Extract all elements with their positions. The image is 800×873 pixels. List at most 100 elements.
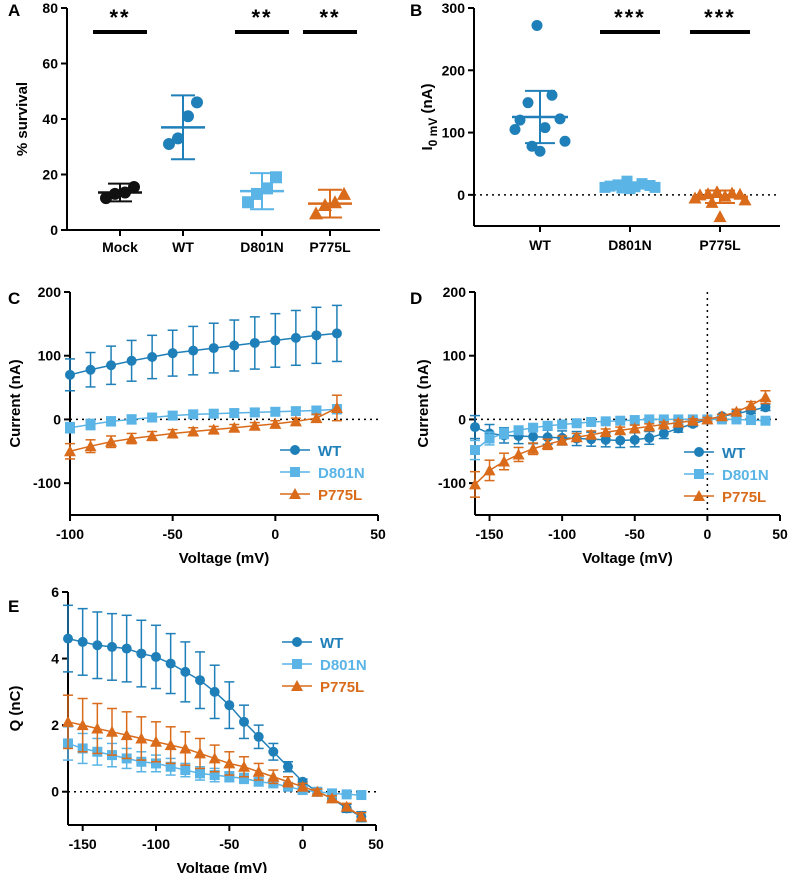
panel-c-point	[84, 440, 97, 452]
panel-a-sig-stars: **	[251, 5, 272, 30]
panel-e-x-tick-label: 0	[299, 836, 307, 852]
panel-d-point	[600, 434, 611, 445]
panel-b-point	[526, 140, 538, 152]
panel-e-point	[283, 761, 293, 772]
panel-e-point	[151, 758, 161, 769]
panel-d-point	[470, 422, 480, 433]
panel-e-point	[253, 776, 264, 787]
panel-e-point	[238, 760, 250, 772]
panel-b-point	[616, 182, 628, 194]
panel-d-x-tick-label: 50	[772, 526, 788, 542]
panel-c-point	[126, 414, 137, 425]
panel-a-x-tick-label: WT	[172, 239, 194, 255]
panel-c-legend-label: P775L	[318, 487, 362, 504]
panel-b-point	[514, 114, 526, 126]
panel-d-point	[715, 410, 728, 422]
panel-e-point	[224, 771, 235, 782]
panel-d-point	[586, 416, 597, 427]
panel-e-y-tick-label: 2	[51, 717, 59, 733]
panel-c-point	[85, 364, 96, 375]
panel-c-letter: C	[8, 289, 20, 308]
panel-a-y-label: % survival	[14, 82, 31, 156]
panel-b-x-tick-label: P775L	[699, 237, 741, 253]
panel-c-point	[310, 412, 323, 424]
panel-e-legend-marker	[292, 637, 302, 647]
panel-b-y-tick-label: 300	[442, 0, 466, 16]
panel-c-y-label: Current (nA)	[7, 359, 24, 447]
panel-d-point	[614, 424, 627, 436]
panel-d-y-tick-label: -100	[438, 475, 466, 491]
panel-e-point	[296, 780, 309, 792]
panel-c-x-tick-label: -50	[163, 526, 183, 542]
panel-e-legend-marker	[292, 659, 302, 669]
panel-d-point	[585, 428, 598, 440]
panel-c-x-tick-label: 0	[271, 526, 279, 542]
panel-c-point	[188, 345, 199, 356]
panel-c-point	[311, 405, 322, 416]
panel-c-point	[208, 408, 219, 419]
panel-d-point	[470, 445, 480, 456]
panel-e-legend-marker	[291, 680, 303, 691]
panel-e-y-label: Q (nC)	[7, 686, 24, 732]
panel-e-y-tick-label: 4	[51, 651, 59, 667]
panel-b-letter: B	[410, 1, 422, 20]
panel-e-point	[195, 675, 205, 686]
panel-e-point	[224, 700, 235, 711]
panel-e-point	[136, 756, 147, 767]
panel-c-point	[270, 406, 281, 417]
panel-c-point	[167, 410, 178, 421]
panel-d-legend-marker	[694, 447, 704, 457]
panel-c-point	[311, 330, 322, 341]
panel-a-y-tick-label: 0	[50, 222, 58, 238]
panel-e-x-label: Voltage (mV)	[177, 860, 268, 873]
panel-e-point	[208, 752, 221, 764]
panel-c-point	[208, 343, 219, 354]
panel-b-x-tick-label: WT	[529, 237, 551, 253]
panel-d-letter: D	[410, 289, 422, 308]
panel-e-point	[209, 686, 220, 697]
panel-e-point	[165, 761, 176, 772]
panel-d-point	[528, 422, 539, 433]
panel-a-x-tick-label: Mock	[102, 239, 138, 255]
panel-e-point	[165, 658, 176, 669]
panel-a-point	[109, 187, 121, 200]
panel-d-point	[629, 415, 640, 426]
panel-e-point	[268, 746, 279, 757]
panel-e-legend-label: P775L	[320, 679, 364, 696]
panel-a-sig-stars: **	[319, 5, 340, 30]
panel-c-legend-label: WT	[318, 443, 341, 460]
panel-d-point	[571, 418, 582, 429]
panel-d-y-tick-label: 100	[443, 348, 467, 364]
panel-c-legend-marker	[290, 467, 300, 477]
panel-b-x-tick-label: D801N	[608, 237, 652, 253]
panel-c-y-tick-label: 100	[38, 348, 62, 364]
panel-a-point	[251, 187, 263, 200]
panel-b-point	[738, 193, 752, 206]
panel-d-point	[542, 420, 553, 431]
panel-d-legend-label: D801N	[722, 467, 769, 484]
panel-e-y-tick-label: 6	[51, 584, 59, 600]
panel-d-y-tick-label: 0	[458, 411, 466, 427]
panel-c-x-tick-label: 50	[370, 526, 386, 542]
panel-a-point	[100, 192, 112, 205]
panel-c-point	[270, 335, 281, 346]
panel-c-point	[187, 425, 200, 437]
panel-b-y-tick-label: 200	[442, 62, 466, 78]
panel-d-point	[760, 402, 771, 413]
panel-e-point	[76, 719, 89, 731]
panel-e-point	[121, 643, 132, 654]
panel-b-sig-stars: ***	[614, 5, 646, 30]
panel-d-point	[745, 415, 756, 426]
panel-c-point	[228, 421, 241, 433]
panel-d-legend-marker	[693, 490, 705, 501]
panel-d-point	[644, 432, 655, 443]
panel-d-legend-label: WT	[722, 445, 745, 462]
panel-d-point	[600, 416, 611, 427]
panel-d-point	[686, 414, 699, 426]
panel-d-point	[556, 434, 569, 446]
panel-a-point	[309, 206, 323, 220]
panel-d-point	[615, 415, 626, 426]
panel-d-point	[513, 425, 524, 436]
panel-a-y-tick-label: 60	[42, 56, 58, 72]
panel-a-point	[261, 182, 273, 195]
